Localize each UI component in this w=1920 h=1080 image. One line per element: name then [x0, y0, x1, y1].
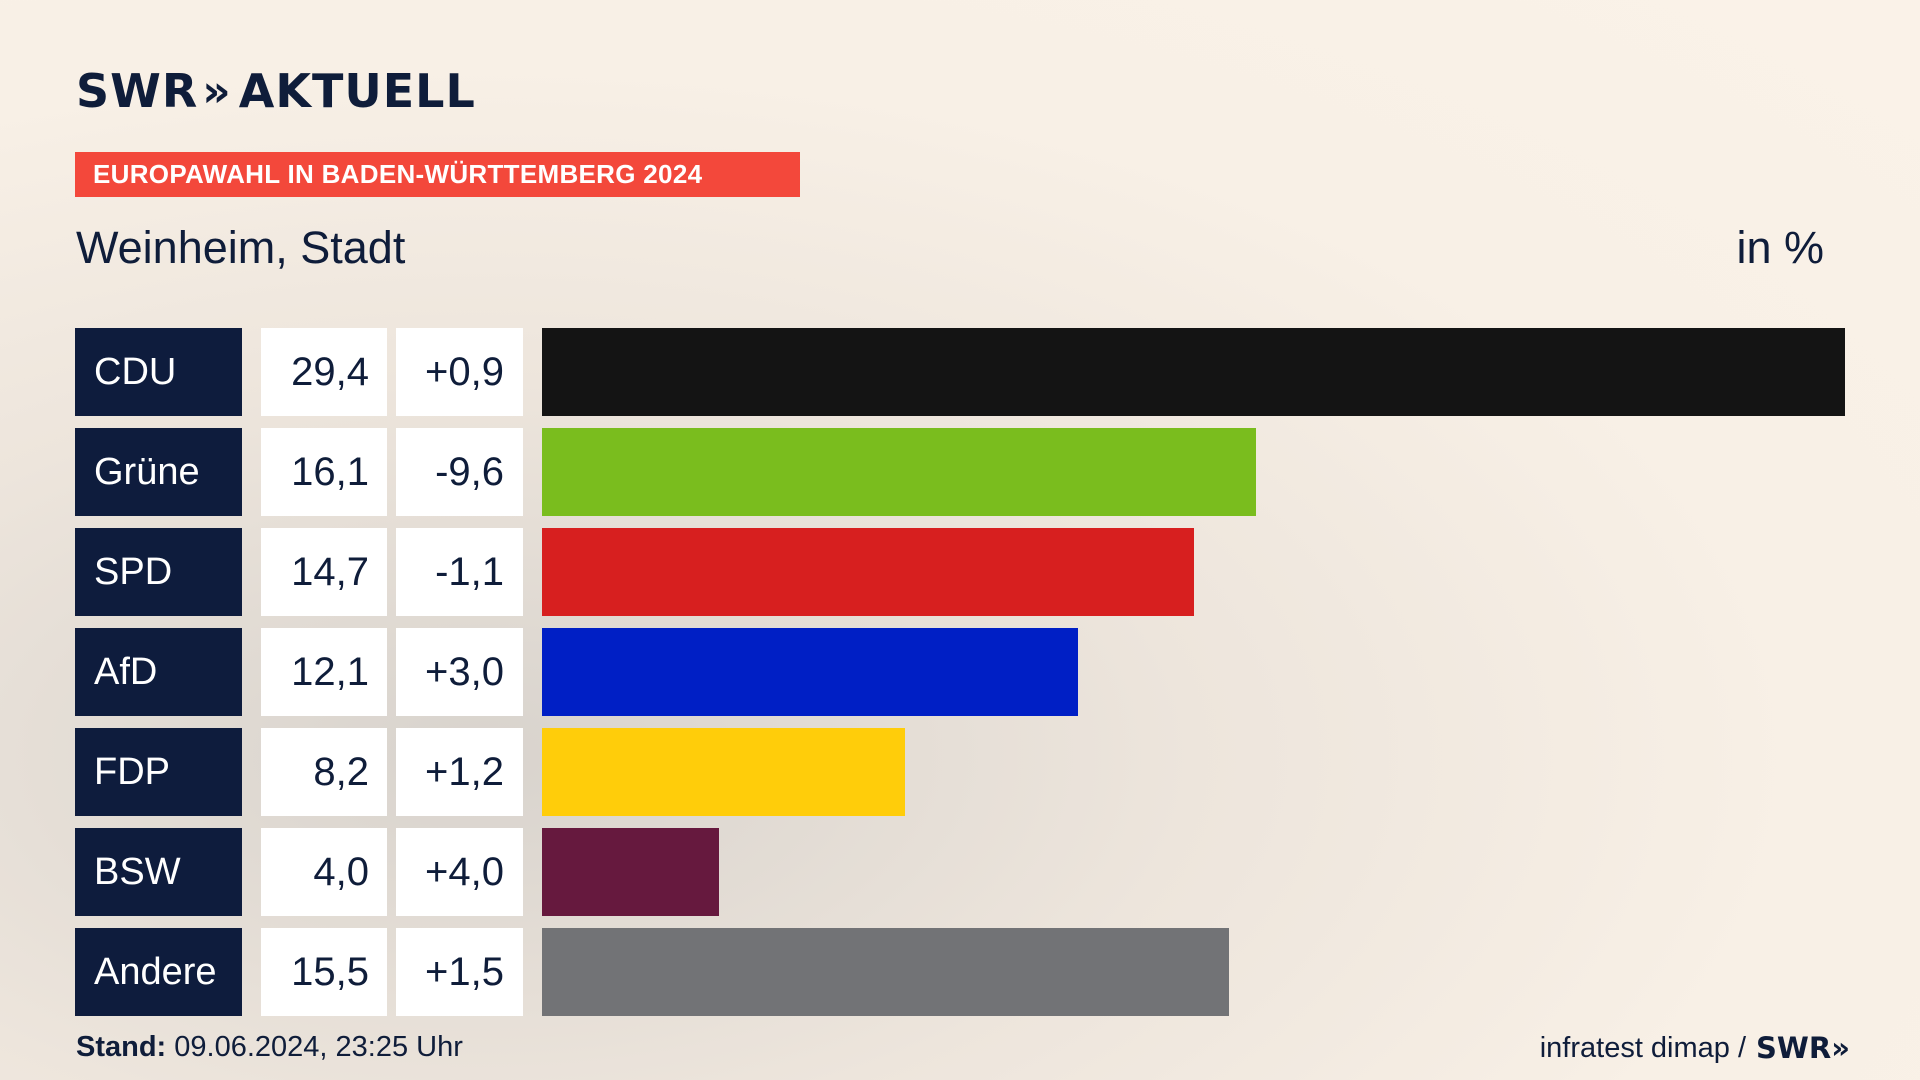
party-label: FDP [75, 728, 242, 816]
source-credit: infratest dimap / SWR » [1539, 1031, 1850, 1065]
party-label: Andere [75, 928, 242, 1016]
logo-text: AKTUELL [238, 64, 476, 118]
party-label: BSW [75, 828, 242, 916]
logo-brand: SWR [76, 64, 199, 118]
chart-row: Grüne 16,1 -9,6 [75, 428, 1845, 516]
bar [542, 528, 1194, 616]
vote-share-value: 4,0 [261, 828, 387, 916]
vote-share-value: 8,2 [261, 728, 387, 816]
change-value: +3,0 [396, 628, 523, 716]
bar [542, 728, 905, 816]
bar [542, 928, 1229, 1016]
double-chevron-icon: » [1831, 1031, 1850, 1065]
vote-share-value: 12,1 [261, 628, 387, 716]
chart-row: AfD 12,1 +3,0 [75, 628, 1845, 716]
stand-value: 09.06.2024, 23:25 Uhr [166, 1031, 463, 1063]
party-label: Grüne [75, 428, 242, 516]
bar [542, 628, 1078, 716]
chart-row: CDU 29,4 +0,9 [75, 328, 1845, 416]
vote-share-value: 16,1 [261, 428, 387, 516]
source-brand: SWR [1756, 1031, 1832, 1065]
change-value: +4,0 [396, 828, 523, 916]
unit-label: in % [1736, 222, 1824, 273]
change-value: +1,2 [396, 728, 523, 816]
vote-share-value: 29,4 [261, 328, 387, 416]
bar [542, 828, 719, 916]
region-title: Weinheim, Stadt [76, 222, 406, 273]
chart-row: FDP 8,2 +1,2 [75, 728, 1845, 816]
bar [542, 328, 1845, 416]
stand-label: Stand: [76, 1031, 167, 1063]
double-chevron-icon: » [202, 65, 231, 117]
change-value: -1,1 [396, 528, 523, 616]
party-label: SPD [75, 528, 242, 616]
change-value: +0,9 [396, 328, 523, 416]
source-text: infratest dimap / [1539, 1031, 1747, 1064]
chart-row: Andere 15,5 +1,5 [75, 928, 1845, 1016]
timestamp: Stand: 09.06.2024, 23:25 Uhr [76, 1031, 463, 1064]
change-value: +1,5 [396, 928, 523, 1016]
chart-row: SPD 14,7 -1,1 [75, 528, 1845, 616]
election-banner: EUROPAWAHL IN BADEN-WÜRTTEMBERG 2024 [75, 152, 800, 197]
party-label: CDU [75, 328, 242, 416]
vote-share-value: 15,5 [261, 928, 387, 1016]
chart-row: BSW 4,0 +4,0 [75, 828, 1845, 916]
bar [542, 428, 1256, 516]
change-value: -9,6 [396, 428, 523, 516]
swr-aktuell-logo: SWR » AKTUELL [76, 64, 476, 118]
vote-share-value: 14,7 [261, 528, 387, 616]
party-label: AfD [75, 628, 242, 716]
